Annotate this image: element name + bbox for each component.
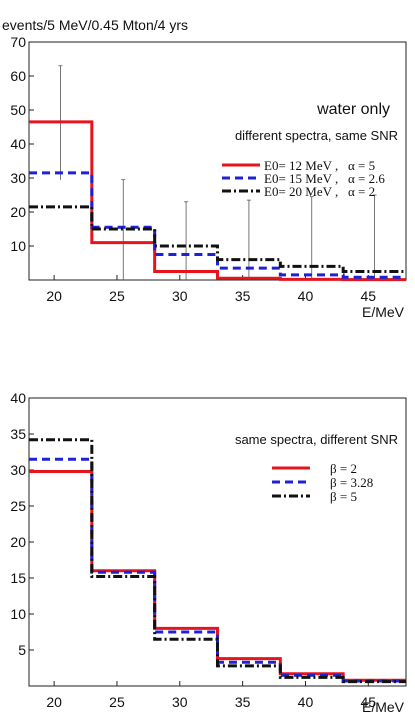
top-series-1-line	[29, 120, 406, 282]
bottom-legend-label: β = 3.28	[330, 475, 373, 490]
top-legend-label: E0= 20 MeV ,	[264, 184, 338, 199]
top-x-tick-label: 40	[298, 288, 314, 304]
bottom-y-tick-label: 25	[10, 498, 26, 514]
top-plot-frame	[28, 41, 407, 281]
top-legend-param: α = 5	[348, 158, 375, 173]
top-legend-param: α = 2	[348, 184, 375, 199]
top-y-tick-label: 10	[10, 238, 26, 254]
top-x-axis-label: E/MeV	[362, 304, 405, 320]
bottom-x-tick-label: 40	[298, 694, 314, 710]
bottom-legend-label: β = 2	[330, 461, 357, 476]
top-y-tick-label: 70	[10, 34, 26, 50]
top-x-tick-label: 30	[172, 288, 188, 304]
top-chart: events/5 MeV/0.45 Mton/4 yrs 10 20 30 40 50 6…	[2, 17, 407, 320]
bottom-x-tick-label: 25	[109, 694, 125, 710]
bottom-x-tick-label: 35	[235, 694, 251, 710]
bottom-y-tick-label: 15	[10, 570, 26, 586]
bottom-y-tick-label: 30	[10, 462, 26, 478]
top-legend-label: E0= 15 MeV ,	[264, 171, 338, 186]
top-y-tick-label: 50	[10, 102, 26, 118]
bottom-chart: 5 10 15 20 25 30 35 40 20 25 30 35 40 45 β = 2β = 3.28…	[10, 390, 407, 715]
top-annotation-sub: different spectra, same SNR	[235, 128, 398, 143]
top-legend-param: α = 2.6	[348, 171, 385, 186]
bottom-y-tick-label: 20	[10, 534, 26, 550]
top-annotation-main: water only	[316, 101, 390, 118]
bottom-x-axis-label: E/MeV	[362, 699, 405, 715]
bottom-x-tick-label: 30	[172, 694, 188, 710]
top-series-3-line	[29, 205, 406, 273]
top-y-tick-label: 30	[10, 170, 26, 186]
bottom-x-tick-label: 20	[46, 694, 62, 710]
top-y-tick-label: 40	[10, 136, 26, 152]
top-y-tick-label: 60	[10, 68, 26, 84]
bottom-y-tick-label: 40	[10, 390, 26, 406]
bottom-y-tick-label: 10	[10, 606, 26, 622]
top-x-tick-label: 45	[361, 288, 377, 304]
bottom-annotation-sub: same spectra, different SNR	[235, 432, 398, 447]
top-y-tick-label: 20	[10, 204, 26, 220]
bottom-series-3-line	[29, 438, 406, 684]
bottom-legend-label: β = 5	[330, 489, 357, 504]
top-legend-label: E0= 12 MeV ,	[264, 158, 338, 173]
bottom-y-tick-label: 5	[18, 642, 26, 658]
top-x-tick-label: 35	[235, 288, 251, 304]
bottom-x-tick-label: 45	[361, 694, 377, 710]
top-chart-title: events/5 MeV/0.45 Mton/4 yrs	[2, 17, 188, 33]
top-x-tick-label: 25	[109, 288, 125, 304]
bottom-y-tick-label: 35	[10, 426, 26, 442]
top-x-tick-label: 20	[46, 288, 62, 304]
